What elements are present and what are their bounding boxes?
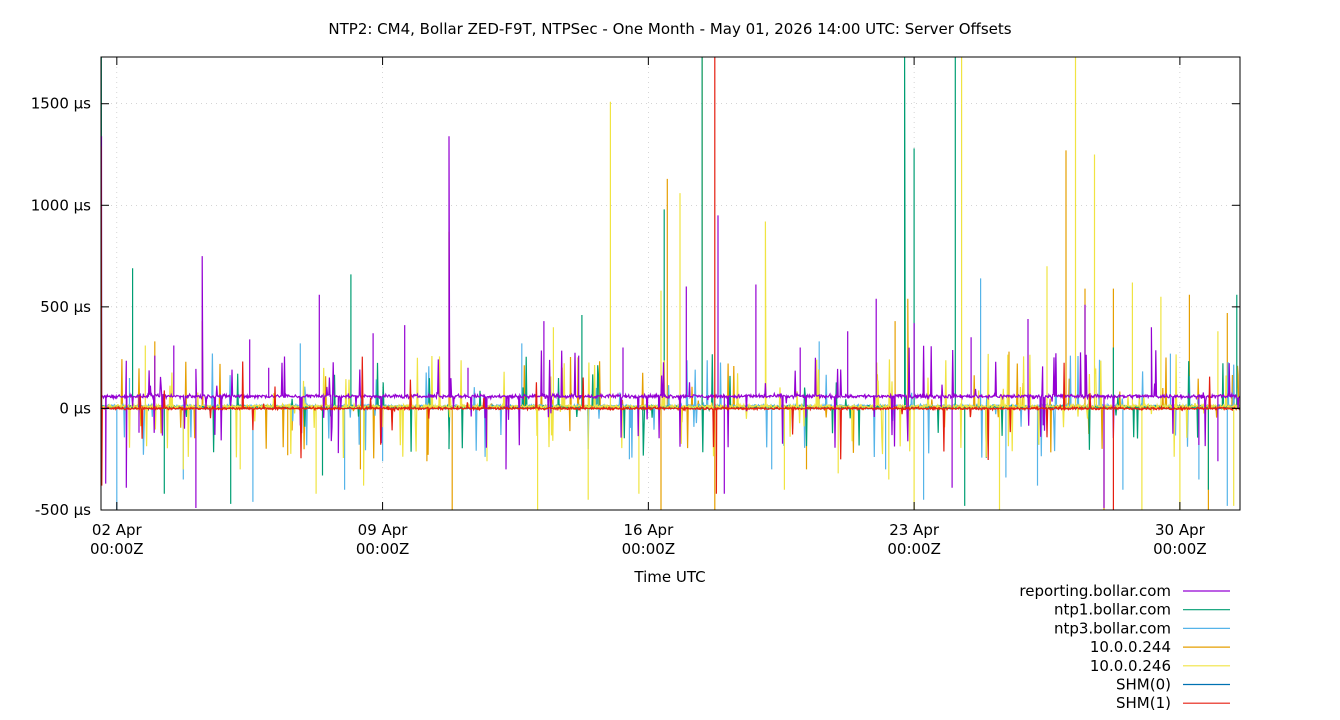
legend-entry-label: ntp3.bollar.com [1054, 619, 1171, 637]
legend: reporting.bollar.comntp1.bollar.comntp3.… [1019, 582, 1230, 712]
grid-lines [101, 57, 1240, 510]
y-tick-label: 500 µs [40, 298, 91, 316]
series-line [100, 57, 1241, 510]
x-tick-label-time: 00:00Z [887, 540, 941, 558]
x-tick-label-time: 00:00Z [1153, 540, 1207, 558]
series-lines [100, 56, 1241, 510]
series-line [100, 57, 1241, 510]
series-line [100, 56, 1241, 506]
y-tick-label: 0 µs [59, 399, 91, 417]
x-tick-label-time: 00:00Z [90, 540, 144, 558]
x-axis-label: Time UTC [633, 568, 705, 586]
y-tick-label: -500 µs [35, 501, 91, 519]
legend-entry-label: reporting.bollar.com [1019, 582, 1171, 600]
x-tick-label-date: 16 Apr [623, 521, 674, 539]
legend-entry-label: SHM(1) [1116, 694, 1171, 712]
x-tick-label-date: 30 Apr [1155, 521, 1206, 539]
legend-entry-label: SHM(0) [1116, 676, 1171, 694]
series-line [100, 57, 1241, 510]
y-tick-label: 1500 µs [31, 95, 91, 113]
x-tick-label-time: 00:00Z [356, 540, 410, 558]
legend-entry-label: ntp1.bollar.com [1054, 601, 1171, 619]
y-axis-ticks: -500 µs 0 µs 500 µs 1000 µs 1500 µs [31, 95, 1240, 519]
y-tick-label: 1000 µs [31, 196, 91, 214]
x-tick-label-date: 23 Apr [889, 521, 940, 539]
legend-entry-label: 10.0.0.246 [1090, 657, 1171, 675]
chart-title: NTP2: CM4, Bollar ZED-F9T, NTPSec - One … [328, 20, 1011, 38]
x-tick-label-time: 00:00Z [622, 540, 676, 558]
x-tick-label-date: 02 Apr [92, 521, 143, 539]
legend-entry-label: 10.0.0.244 [1090, 638, 1171, 656]
series-line [100, 136, 1241, 508]
x-tick-label-date: 09 Apr [358, 521, 409, 539]
plot-frame [100, 56, 1241, 511]
